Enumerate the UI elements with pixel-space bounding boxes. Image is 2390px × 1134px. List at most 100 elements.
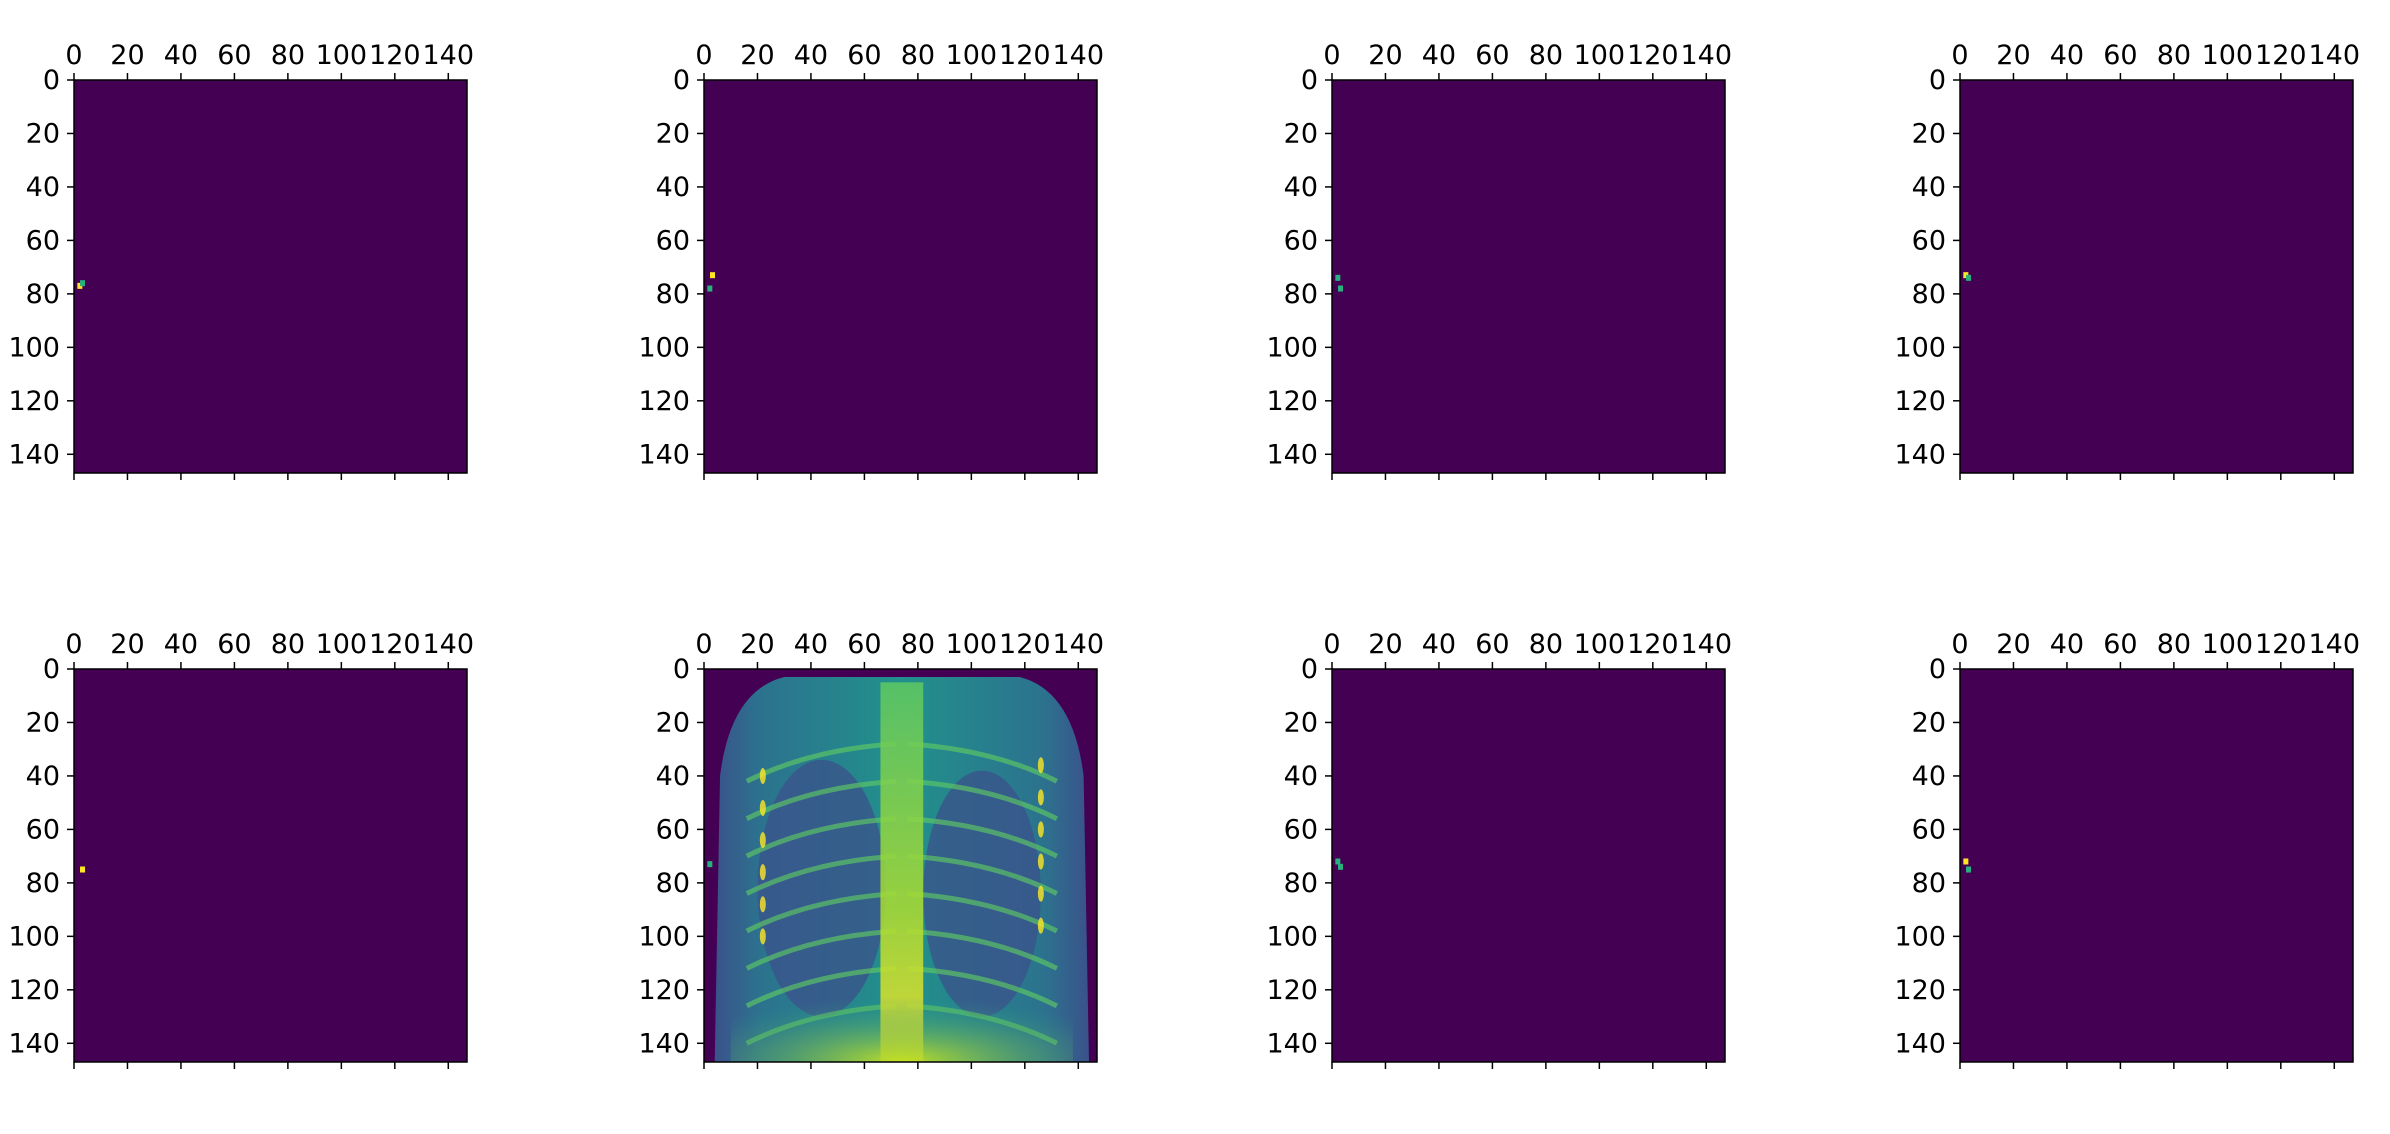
x-tick-label: 80 xyxy=(901,629,935,660)
y-tick-label: 100 xyxy=(8,921,60,952)
x-tick-label: 20 xyxy=(1996,40,2030,71)
x-tick-label: 120 xyxy=(999,629,1051,660)
x-tick-label: 0 xyxy=(1323,40,1340,71)
x-tick-label: 40 xyxy=(794,629,828,660)
heatmap-image xyxy=(74,80,467,473)
activation-spot xyxy=(1338,863,1344,870)
x-tick-label: 140 xyxy=(423,40,475,71)
x-tick-label: 20 xyxy=(1368,40,1402,71)
x-tick-label: 140 xyxy=(1053,629,1105,660)
y-tick-label: 0 xyxy=(43,654,60,685)
x-tick-label: 60 xyxy=(847,629,881,660)
x-tick-label: 0 xyxy=(695,40,712,71)
y-tick-label: 0 xyxy=(673,65,690,96)
xray-rib-edge xyxy=(759,896,766,913)
axes-frame xyxy=(1959,668,2354,1063)
xray-rib-edge xyxy=(1037,789,1044,806)
heatmap-image xyxy=(74,669,467,1062)
y-tick-label: 40 xyxy=(1912,761,1946,792)
heatmap-image xyxy=(1332,80,1725,473)
y-tick-label: 20 xyxy=(1912,118,1946,149)
x-tick-label: 40 xyxy=(1422,40,1456,71)
x-tick-label: 40 xyxy=(2050,629,2084,660)
heatmap-image xyxy=(1960,669,2353,1062)
activation-spot xyxy=(80,866,86,873)
x-tick-label: 40 xyxy=(164,40,198,71)
xray-rib xyxy=(907,741,1059,784)
y-tick-label: 80 xyxy=(656,868,690,899)
x-tick-label: 0 xyxy=(1323,629,1340,660)
x-tick-label: 80 xyxy=(1529,40,1563,71)
y-tick-label: 80 xyxy=(1284,279,1318,310)
y-tick-label: 120 xyxy=(1894,975,1946,1006)
y-tick-label: 60 xyxy=(26,225,60,256)
y-tick-label: 0 xyxy=(1929,654,1946,685)
y-tick-label: 140 xyxy=(1894,1028,1946,1059)
xray-rib-edge xyxy=(1037,917,1044,934)
x-tick-label: 100 xyxy=(2202,629,2254,660)
x-tick-label: 80 xyxy=(271,629,305,660)
y-tick-label: 120 xyxy=(1894,386,1946,417)
y-tick-label: 60 xyxy=(656,814,690,845)
y-tick-label: 40 xyxy=(1284,172,1318,203)
activation-spot xyxy=(1963,858,1969,865)
x-tick-label: 60 xyxy=(1475,40,1509,71)
y-tick-label: 120 xyxy=(8,975,60,1006)
x-tick-label: 140 xyxy=(1681,629,1733,660)
x-tick-label: 0 xyxy=(65,629,82,660)
xray-rib-edge xyxy=(1037,821,1044,838)
x-tick-label: 20 xyxy=(110,40,144,71)
y-tick-label: 80 xyxy=(26,279,60,310)
y-tick-label: 20 xyxy=(656,707,690,738)
y-tick-label: 140 xyxy=(8,1028,60,1059)
x-tick-label: 20 xyxy=(1996,629,2030,660)
y-tick-label: 60 xyxy=(1284,814,1318,845)
xray-abdomen xyxy=(730,968,1073,1062)
x-tick-label: 80 xyxy=(1529,629,1563,660)
y-tick-label: 100 xyxy=(8,332,60,363)
y-tick-label: 120 xyxy=(1266,386,1318,417)
axes-frame xyxy=(1331,668,1726,1063)
y-tick-label: 140 xyxy=(1894,439,1946,470)
xray-rib xyxy=(745,928,897,971)
y-tick-label: 0 xyxy=(673,654,690,685)
y-tick-label: 100 xyxy=(1894,332,1946,363)
y-tick-label: 100 xyxy=(1894,921,1946,952)
x-tick-label: 20 xyxy=(740,629,774,660)
xray-rib-edge xyxy=(1037,853,1044,870)
activation-spot xyxy=(710,272,716,279)
x-tick-label: 100 xyxy=(1574,629,1626,660)
activation-spot xyxy=(1963,272,1969,279)
x-tick-label: 100 xyxy=(2202,40,2254,71)
x-tick-label: 60 xyxy=(1475,629,1509,660)
y-tick-label: 120 xyxy=(8,386,60,417)
x-tick-label: 80 xyxy=(901,40,935,71)
xray-rib-edge xyxy=(759,928,766,945)
x-tick-label: 40 xyxy=(2050,40,2084,71)
x-tick-label: 80 xyxy=(2157,629,2191,660)
xray-rib-edge xyxy=(759,767,766,784)
x-tick-label: 0 xyxy=(1951,40,1968,71)
x-tick-label: 120 xyxy=(999,40,1051,71)
x-tick-label: 120 xyxy=(369,40,421,71)
xray-rib-edge xyxy=(759,864,766,881)
y-tick-label: 60 xyxy=(1912,814,1946,845)
y-tick-label: 60 xyxy=(1912,225,1946,256)
y-tick-label: 140 xyxy=(1266,439,1318,470)
axes-frame xyxy=(73,668,468,1063)
y-tick-label: 40 xyxy=(656,172,690,203)
x-tick-label: 120 xyxy=(1627,629,1679,660)
activation-spot xyxy=(707,285,713,292)
y-tick-label: 0 xyxy=(43,65,60,96)
xray-rib xyxy=(745,816,897,859)
x-tick-label: 140 xyxy=(2309,40,2361,71)
x-tick-label: 40 xyxy=(164,629,198,660)
y-tick-label: 120 xyxy=(638,386,690,417)
y-tick-label: 120 xyxy=(1266,975,1318,1006)
